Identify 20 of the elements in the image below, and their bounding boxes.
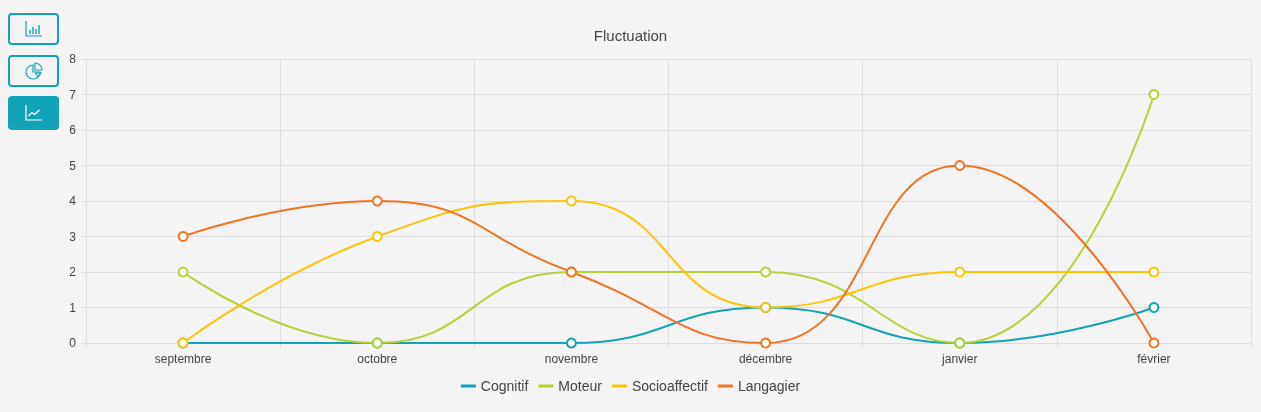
legend-label: Cognitif [480, 378, 529, 394]
x-tick-label: février [1137, 352, 1171, 366]
legend-label: Langagier [737, 378, 801, 394]
x-tick-label: décembre [738, 352, 793, 366]
legend-label: Socioaffectif [631, 378, 708, 394]
x-tick-label: janvier [941, 352, 978, 366]
y-tick-label: 3 [69, 229, 77, 244]
x-tick-label: novembre [544, 352, 599, 366]
y-tick-label: 0 [69, 336, 77, 350]
y-tick-label: 1 [69, 300, 77, 315]
y-tick-label: 5 [69, 158, 77, 173]
y-tick-label: 6 [69, 123, 77, 137]
x-tick-label: septembre [154, 352, 212, 366]
y-tick-label: 4 [69, 194, 77, 208]
y-tick-label: 2 [69, 265, 77, 279]
y-tick-label: 7 [69, 87, 77, 102]
y-tick-label: 8 [69, 52, 77, 66]
legend-label: Moteur [558, 378, 603, 394]
chart-title: Fluctuation [593, 27, 668, 44]
x-tick-label: octobre [357, 352, 398, 366]
